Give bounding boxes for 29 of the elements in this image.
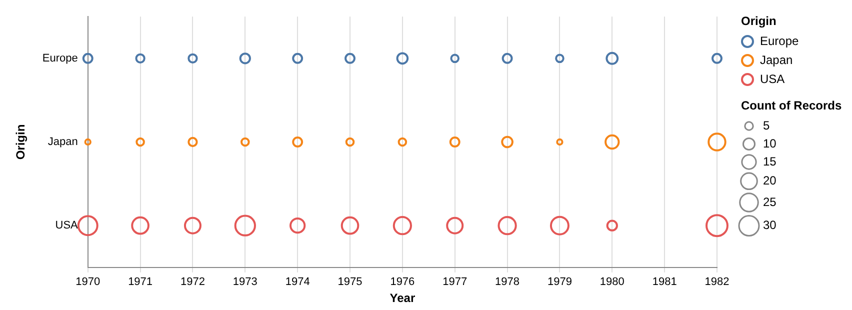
y-axis-title: Origin bbox=[14, 124, 28, 160]
x-tick-label: 1981 bbox=[652, 276, 677, 288]
text: Count of Records bbox=[741, 98, 842, 112]
legend-label: 20 bbox=[763, 173, 777, 188]
x-tick-label: 1980 bbox=[600, 276, 624, 288]
x-tick-label: 1979 bbox=[547, 276, 572, 288]
y-tick-label: Europe bbox=[42, 52, 78, 64]
x-tick-label: 1982 bbox=[704, 276, 730, 288]
x-tick-label: 1977 bbox=[442, 276, 468, 288]
x-tick-label: 1974 bbox=[285, 276, 310, 288]
legend-label: 15 bbox=[763, 154, 777, 168]
y-tick-label: Japan bbox=[48, 136, 78, 148]
category-label: Europe bbox=[760, 34, 799, 48]
x-tick-label: 1978 bbox=[495, 276, 520, 288]
category-label: USA bbox=[760, 72, 785, 86]
legend-label: 10 bbox=[763, 136, 777, 150]
x-tick-label: 1975 bbox=[338, 276, 362, 288]
x-tick-label: 1970 bbox=[76, 276, 100, 288]
x-tick-label: 1972 bbox=[180, 276, 205, 288]
legend-label: 25 bbox=[763, 194, 777, 209]
x-tick-label: 1976 bbox=[390, 276, 415, 288]
legend-label: 5 bbox=[763, 118, 770, 132]
x-tick-label: 1971 bbox=[128, 276, 153, 288]
category-label: Japan bbox=[760, 53, 793, 67]
legend-label: 30 bbox=[763, 218, 777, 232]
y-tick-label: USA bbox=[55, 220, 79, 232]
legend-title: Origin bbox=[741, 13, 778, 30]
x-axis-title: Year bbox=[390, 291, 416, 306]
x-tick-label: 1973 bbox=[232, 276, 258, 288]
